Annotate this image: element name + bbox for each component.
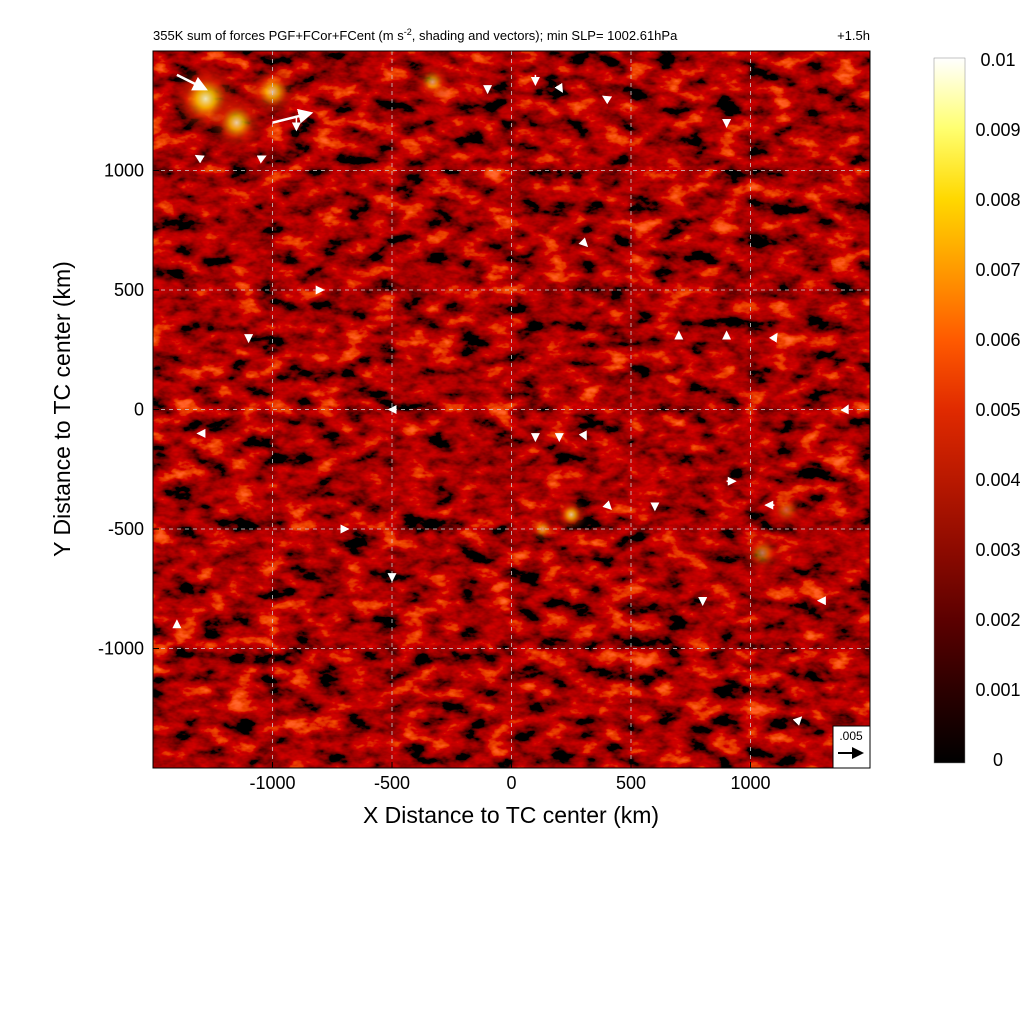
hotspot — [767, 490, 806, 529]
x-tick-label: 1000 — [730, 773, 770, 793]
field-texture — [153, 51, 870, 768]
plot-area — [153, 51, 870, 768]
y-tick-label: -500 — [108, 519, 144, 539]
reference-vector-label: .005 — [839, 729, 863, 743]
x-tick-label: -1000 — [249, 773, 295, 793]
y-tick-label: 1000 — [104, 161, 144, 181]
colorbar-tick-label: 0.007 — [975, 260, 1020, 280]
colorbar-tick-label: 0.006 — [975, 330, 1020, 350]
force-vector — [554, 82, 563, 93]
colorbar-tick-label: 0.003 — [975, 540, 1020, 560]
force-vector — [272, 108, 314, 124]
colorbar-tick-label: 0.002 — [975, 610, 1020, 630]
x-tick-label: -500 — [374, 773, 410, 793]
force-vector — [601, 95, 613, 105]
hotspot — [554, 497, 588, 532]
colorbar-tick-label: 0.008 — [975, 190, 1020, 210]
y-tick-label: 500 — [114, 280, 144, 300]
hotspot — [528, 514, 557, 544]
hotspot — [207, 94, 266, 152]
x-tick-label: 500 — [616, 773, 646, 793]
force-vector — [256, 155, 267, 164]
force-vector — [176, 73, 208, 91]
y-tick-label: -1000 — [98, 639, 144, 659]
force-vector — [578, 430, 587, 441]
colorbar: 0 0.001 0.002 0.003 0.004 0.005 0.006 0.007 0.00… — [933, 50, 1021, 770]
reference-vector-box: .005 — [832, 725, 871, 769]
colorbar-tick-labels: 0 0.001 0.002 0.003 0.004 0.005 0.006 0.007 0.00… — [975, 50, 1020, 770]
force-vector — [194, 154, 205, 164]
colorbar-tick-label: 0.001 — [975, 680, 1020, 700]
colorbar-tick-label: 0 — [993, 750, 1003, 770]
force-vector — [578, 237, 589, 248]
force-vector — [769, 332, 778, 343]
force-vector — [840, 404, 849, 415]
chart-title: 355K sum of forces PGF+FCor+FCent (m s-2… — [153, 27, 678, 43]
hotspot-layer — [169, 62, 806, 575]
colorbar-tick-label: 0.005 — [975, 400, 1020, 420]
y-tick-label: 0 — [134, 400, 144, 420]
colorbar-tick-label: 0.009 — [975, 120, 1020, 140]
vector-field — [172, 73, 849, 726]
title-main: 355K sum of forces PGF+FCor+FCent (m s — [153, 28, 404, 43]
hotspot — [413, 62, 452, 102]
colorbar-tick-label: 0.01 — [980, 50, 1015, 70]
force-vector — [792, 716, 803, 726]
title-superscript: -2 — [404, 27, 412, 37]
hotspot — [740, 531, 784, 575]
colorbar-tick-label: 0.004 — [975, 470, 1020, 490]
y-axis-label: Y Distance to TC center (km) — [49, 261, 75, 557]
time-label: +1.5h — [837, 28, 870, 43]
x-axis-ticks: -1000 -500 0 500 1000 — [249, 762, 771, 793]
x-axis-label: X Distance to TC center (km) — [363, 802, 659, 828]
force-vector — [602, 500, 613, 511]
colorbar-bar — [933, 57, 966, 764]
title-rest: , shading and vectors); min SLP= 1002.61… — [412, 28, 678, 43]
x-tick-label: 0 — [506, 773, 516, 793]
y-axis-ticks: -1000 -500 0 500 1000 — [98, 161, 159, 659]
